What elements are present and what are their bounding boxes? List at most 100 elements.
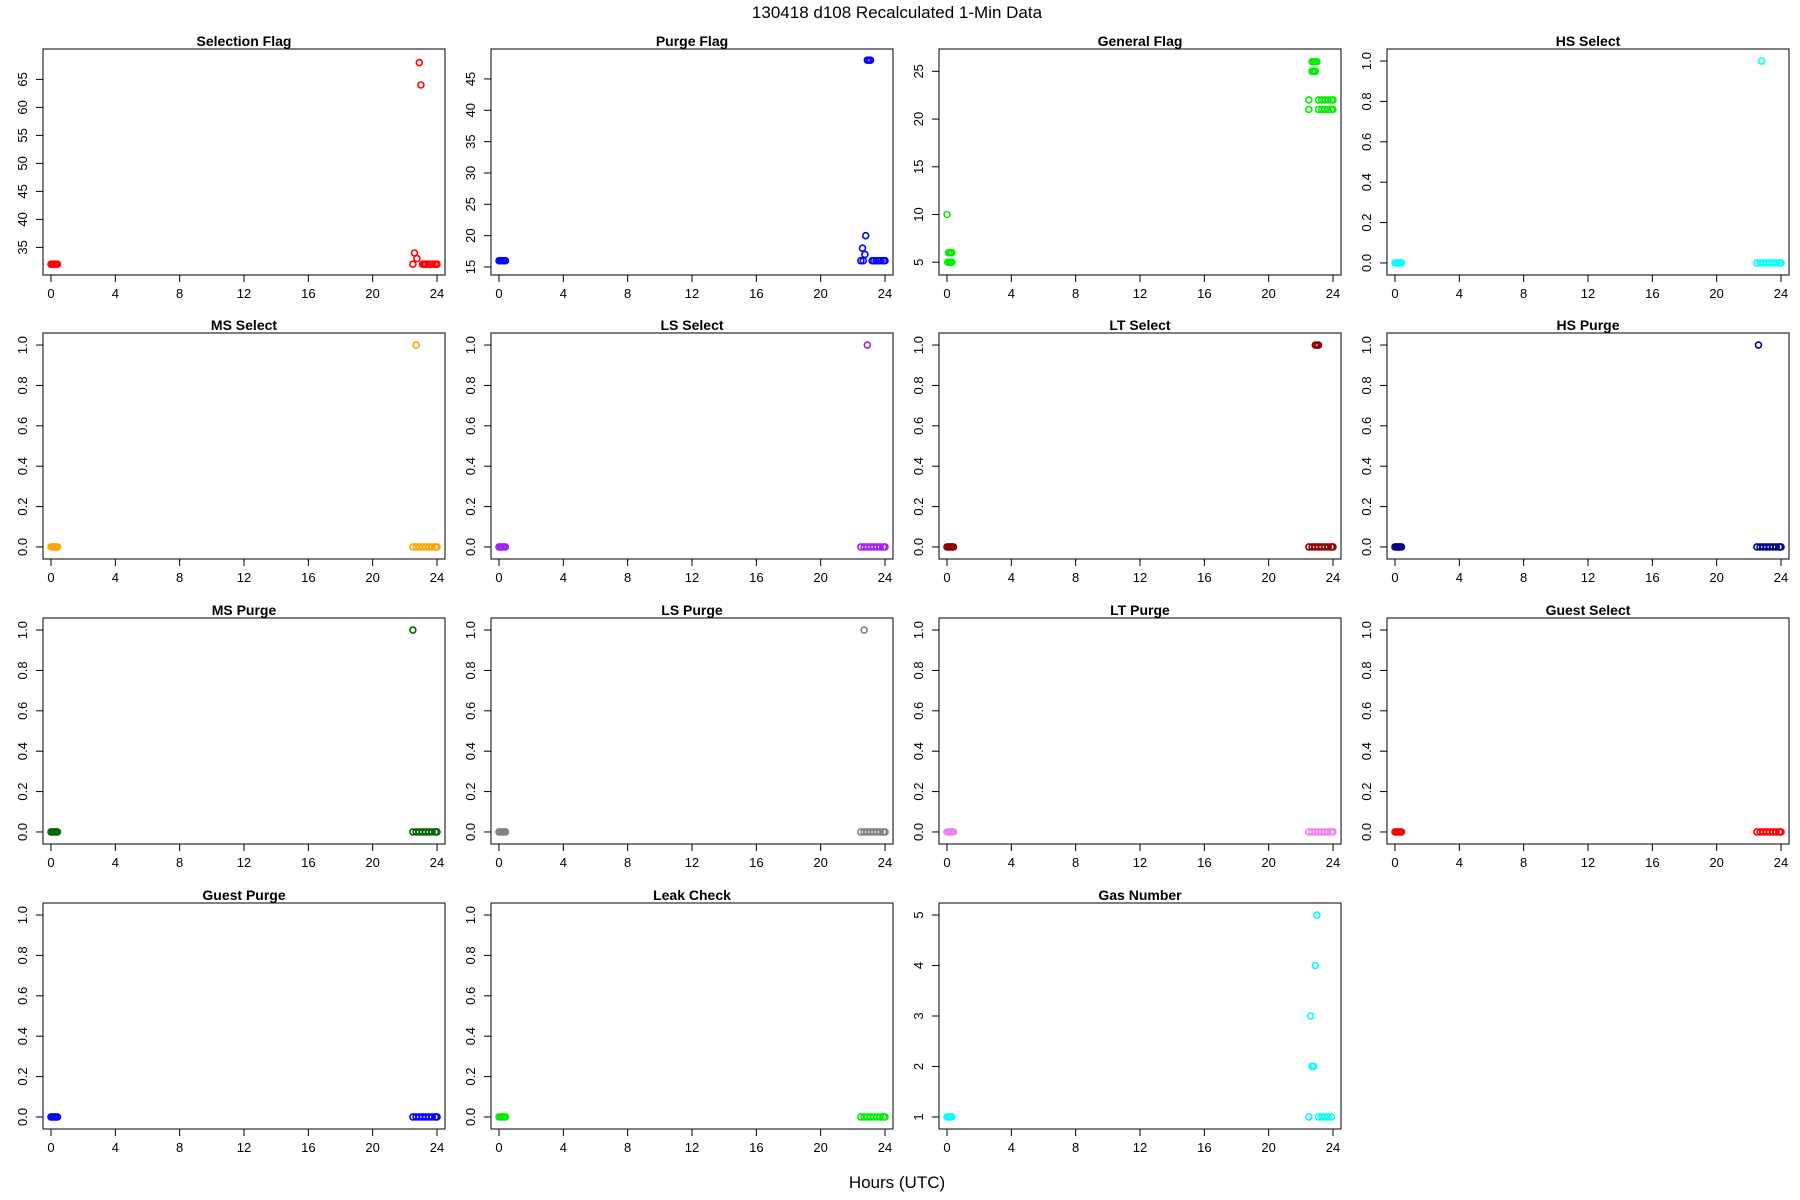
- y-tick-label: 0.6: [1359, 417, 1374, 435]
- data-point: [881, 828, 889, 836]
- data-point: [1311, 961, 1320, 970]
- data-point: [1329, 105, 1337, 114]
- data-point: [866, 56, 875, 64]
- x-tick-label: 24: [430, 286, 444, 301]
- y-tick-label: 0.2: [911, 498, 926, 516]
- x-tick-label: 24: [430, 1140, 444, 1155]
- data-point: [877, 256, 885, 265]
- x-tick-label: 8: [176, 1140, 183, 1155]
- data-point: [876, 828, 884, 836]
- data-point: [861, 231, 870, 240]
- data-point: [1305, 1113, 1313, 1121]
- x-tick-label: 4: [112, 286, 119, 301]
- plot-frame: [938, 617, 1342, 845]
- y-tick-label: 0.4: [1359, 457, 1374, 475]
- y-tick-label: 5: [911, 911, 926, 918]
- plot-frame: [1386, 617, 1790, 845]
- plot-frame: [42, 617, 446, 845]
- x-tick-label: 8: [624, 1140, 631, 1155]
- y-tick-label: 0.6: [463, 417, 478, 435]
- y-tick-label: 0.8: [463, 376, 478, 394]
- data-point: [948, 1113, 956, 1121]
- y-tick-label: 0.8: [1359, 661, 1374, 679]
- y-tick-label: 0.0: [15, 1108, 30, 1126]
- data-point: [1777, 543, 1785, 551]
- x-tick-label: 4: [112, 855, 119, 870]
- x-tick-label: 8: [176, 855, 183, 870]
- x-tick-label: 8: [1072, 286, 1079, 301]
- x-tick-label: 16: [1197, 570, 1211, 585]
- x-tick-label: 4: [1008, 286, 1015, 301]
- plot-frame: [938, 902, 1342, 1130]
- data-point: [53, 828, 62, 836]
- data-point: [948, 258, 956, 267]
- y-tick-label: 1.0: [463, 906, 478, 924]
- x-tick-label: 12: [1581, 570, 1595, 585]
- x-tick-label: 8: [176, 570, 183, 585]
- x-tick-label: 20: [813, 855, 827, 870]
- y-tick-label: 0.2: [1359, 498, 1374, 516]
- y-tick-label: 45: [463, 72, 478, 86]
- data-point: [943, 210, 951, 219]
- y-tick-label: 0.0: [15, 823, 30, 841]
- x-tick-label: 8: [1520, 855, 1527, 870]
- panel-title: HS Select: [1556, 33, 1621, 49]
- data-point: [949, 543, 958, 551]
- data-point: [1397, 259, 1406, 267]
- data-point: [1324, 828, 1332, 836]
- x-tick-label: 12: [237, 855, 251, 870]
- y-tick-label: 0.0: [1359, 823, 1374, 841]
- y-tick-label: 0.4: [463, 457, 478, 475]
- data-point: [1324, 1113, 1332, 1121]
- data-point: [501, 828, 510, 836]
- data-point: [424, 260, 432, 269]
- x-tick-label: 24: [430, 570, 444, 585]
- y-tick-label: 5: [911, 259, 926, 266]
- panel-title: General Flag: [1098, 33, 1183, 49]
- x-tick-label: 20: [813, 1140, 827, 1155]
- data-point: [1777, 828, 1785, 836]
- x-tick-label: 4: [112, 1140, 119, 1155]
- x-tick-label: 12: [237, 570, 251, 585]
- data-point: [501, 543, 510, 551]
- x-tick-label: 20: [1261, 1140, 1275, 1155]
- x-tick-label: 20: [365, 1140, 379, 1155]
- y-tick-label: 0.6: [463, 702, 478, 720]
- data-point: [433, 260, 441, 269]
- x-tick-label: 24: [1326, 1140, 1340, 1155]
- data-point: [1308, 1062, 1316, 1071]
- data-point: [1772, 543, 1780, 551]
- data-point: [869, 256, 878, 265]
- x-tick-label: 24: [1774, 855, 1788, 870]
- data-point: [863, 341, 872, 349]
- y-tick-label: 1.0: [911, 621, 926, 639]
- panel-title: Selection Flag: [197, 33, 292, 49]
- panel-title: HS Purge: [1556, 317, 1619, 333]
- x-tick-label: 8: [1072, 1140, 1079, 1155]
- x-tick-label: 4: [1456, 286, 1463, 301]
- data-point: [433, 543, 441, 551]
- x-tick-label: 8: [1072, 855, 1079, 870]
- x-tick-label: 0: [495, 570, 502, 585]
- panel-general-flag: General Flag 0 4 8 12 16 20 24 5 10 15 20 25: [911, 33, 1342, 301]
- y-tick-label: 0.2: [463, 783, 478, 801]
- x-tick-label: 4: [1008, 855, 1015, 870]
- y-tick-label: 0.8: [911, 661, 926, 679]
- panel-title: LT Purge: [1110, 602, 1170, 618]
- x-tick-label: 4: [560, 570, 567, 585]
- x-tick-label: 4: [1008, 570, 1015, 585]
- y-tick-label: 0.4: [911, 742, 926, 760]
- x-tick-label: 16: [1645, 855, 1659, 870]
- y-tick-label: 1.0: [15, 336, 30, 354]
- x-tick-label: 0: [47, 1140, 54, 1155]
- data-point: [501, 1113, 510, 1121]
- x-tick-label: 16: [1197, 1140, 1211, 1155]
- y-tick-label: 0.2: [463, 498, 478, 516]
- y-tick-label: 1.0: [1359, 52, 1374, 70]
- y-tick-label: 0.4: [1359, 742, 1374, 760]
- x-tick-label: 24: [1326, 570, 1340, 585]
- y-tick-label: 0.6: [911, 702, 926, 720]
- x-tick-label: 12: [237, 1140, 251, 1155]
